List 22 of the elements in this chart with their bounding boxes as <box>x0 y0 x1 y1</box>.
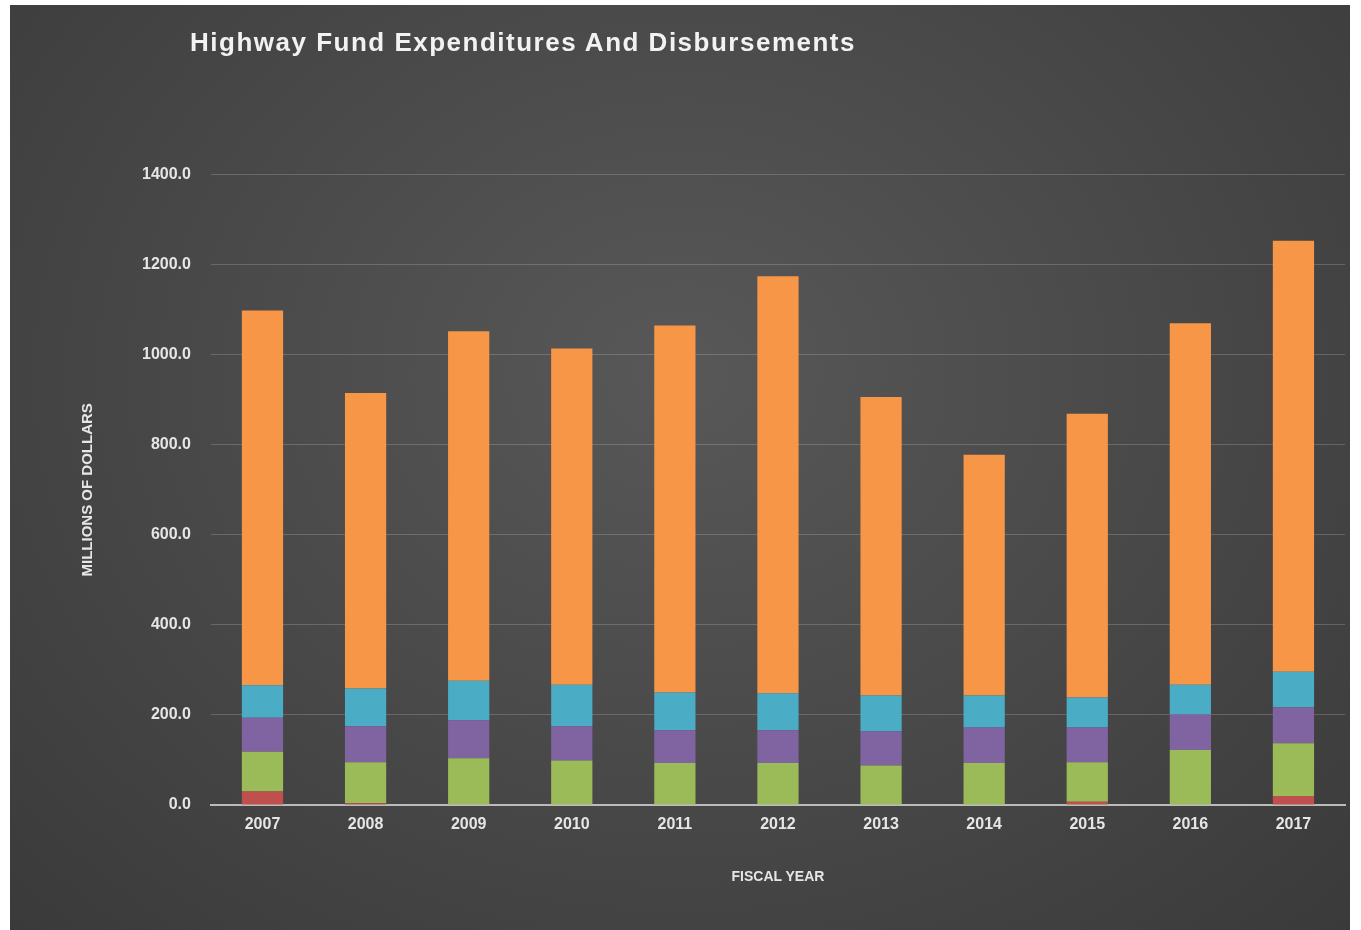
x-tick-label: 2008 <box>347 815 384 833</box>
y-tick-label: 800.0 <box>150 435 192 453</box>
x-tick-label: 2007 <box>244 815 281 833</box>
y-tick-label: 0.0 <box>168 795 192 813</box>
x-tick-label: 2015 <box>1069 815 1106 833</box>
x-tick-label: 2011 <box>657 815 693 833</box>
y-axis-title: MILLIONS OF DOLLARS <box>78 403 96 577</box>
y-tick-label: 1400.0 <box>142 165 192 183</box>
x-tick-label: 2009 <box>450 815 487 833</box>
x-tick-label: 2012 <box>760 815 796 833</box>
x-axis-title: FISCAL YEAR <box>731 868 825 885</box>
x-tick-label: 2017 <box>1275 815 1312 833</box>
x-tick-label: 2016 <box>1172 815 1209 833</box>
y-tick-label: 200.0 <box>150 705 192 723</box>
y-tick-label: 1200.0 <box>142 255 192 273</box>
x-tick-label: 2013 <box>863 815 899 833</box>
x-tick-label: 2010 <box>553 815 590 833</box>
y-tick-label: 400.0 <box>150 615 192 633</box>
chart-title: Highway Fund Expenditures And Disbursements <box>190 27 856 58</box>
x-tick-label: 2014 <box>966 815 1003 833</box>
y-tick-label: 600.0 <box>150 525 192 543</box>
y-tick-label: 1000.0 <box>142 345 192 363</box>
